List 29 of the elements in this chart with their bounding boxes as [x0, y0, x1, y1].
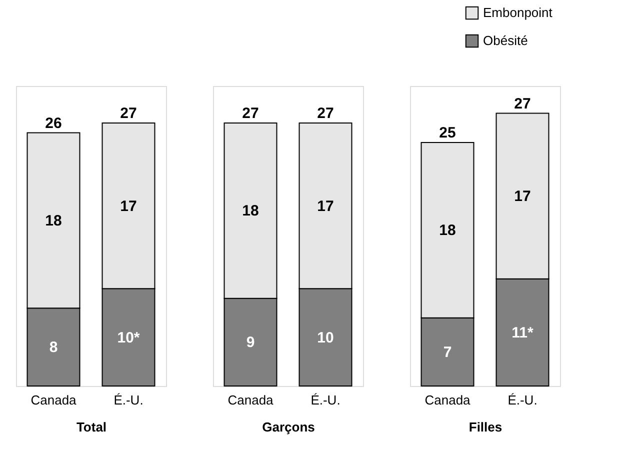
data-label: 18: [439, 222, 456, 240]
total-label: 27: [514, 95, 531, 112]
data-label: 17: [514, 188, 531, 206]
total-label: 27: [317, 105, 334, 122]
data-label: 18: [242, 202, 259, 220]
data-label: 10: [317, 329, 334, 346]
x-tick-label: É.-U.: [114, 392, 144, 408]
legend-label: Obésité: [483, 33, 528, 48]
data-label: 17: [120, 198, 137, 215]
x-axis-title: Total: [76, 420, 107, 434]
total-label: 26: [45, 114, 62, 132]
data-label: 11*: [512, 324, 534, 342]
legend-label: Embonpoint: [483, 5, 553, 20]
x-tick-label: Canada: [228, 392, 274, 408]
x-tick-label: Canada: [424, 392, 472, 408]
total-label: 27: [120, 105, 137, 122]
x-tick-label: É.-U.: [508, 392, 538, 408]
x-tick-label: É.-U.: [310, 392, 340, 408]
total-label: 25: [439, 124, 456, 142]
data-label: 8: [49, 339, 58, 356]
x-axis-title: Garçons: [262, 420, 315, 434]
data-label: 17: [317, 198, 334, 215]
data-label: 7: [443, 344, 452, 361]
data-label: 18: [45, 212, 62, 230]
data-label: 9: [246, 334, 255, 352]
x-tick-label: Canada: [30, 392, 78, 408]
x-axis-title: Filles: [468, 420, 502, 434]
data-label: 10*: [117, 329, 140, 346]
total-label: 27: [242, 105, 259, 122]
